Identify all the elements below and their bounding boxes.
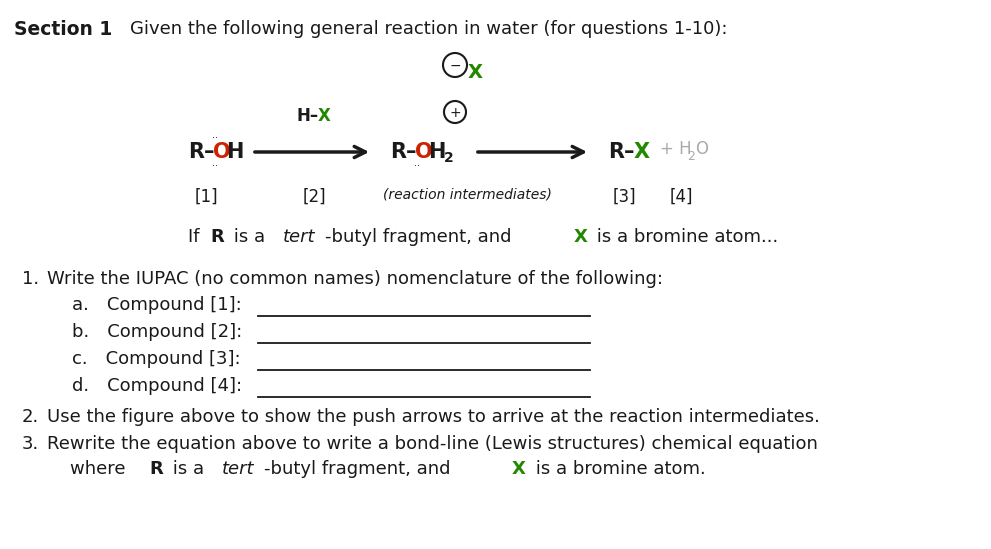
- Text: H: H: [428, 142, 445, 162]
- Text: ··: ··: [212, 133, 218, 143]
- Text: ··: ··: [212, 161, 218, 171]
- Text: b.  Compound [2]:: b. Compound [2]:: [72, 323, 242, 341]
- Text: is a bromine atom...: is a bromine atom...: [592, 228, 779, 246]
- Text: X: X: [574, 228, 588, 246]
- Text: tert: tert: [283, 228, 316, 246]
- Text: R–: R–: [390, 142, 416, 162]
- Text: +: +: [449, 106, 461, 120]
- Text: O: O: [213, 142, 231, 162]
- Text: Use the figure above to show the push arrows to arrive at the reaction intermedi: Use the figure above to show the push ar…: [47, 408, 820, 426]
- Text: [1]: [1]: [195, 188, 219, 206]
- Text: ··: ··: [414, 161, 420, 171]
- Text: O: O: [695, 140, 708, 158]
- Text: is a: is a: [166, 460, 210, 478]
- Text: R: R: [210, 228, 224, 246]
- Text: X: X: [634, 142, 650, 162]
- Text: (reaction intermediates): (reaction intermediates): [383, 188, 552, 202]
- Text: [2]: [2]: [303, 188, 327, 206]
- Text: Section 1: Section 1: [14, 20, 112, 39]
- Text: is a: is a: [228, 228, 271, 246]
- Text: [4]: [4]: [670, 188, 694, 206]
- Text: Given the following general reaction in water (for questions 1-10):: Given the following general reaction in …: [130, 20, 727, 38]
- Text: H: H: [226, 142, 244, 162]
- Text: + H: + H: [660, 140, 692, 158]
- Text: Rewrite the equation above to write a bond-line (Lewis structures) chemical equa: Rewrite the equation above to write a bo…: [47, 435, 818, 453]
- Text: 1.: 1.: [22, 270, 39, 288]
- Text: 2: 2: [687, 149, 695, 163]
- Text: R–: R–: [188, 142, 214, 162]
- Text: c.  Compound [3]:: c. Compound [3]:: [72, 350, 241, 368]
- Text: is a bromine atom.: is a bromine atom.: [530, 460, 706, 478]
- Text: R: R: [149, 460, 163, 478]
- Text: X: X: [318, 107, 331, 125]
- Text: −: −: [449, 59, 461, 73]
- Text: -butyl fragment, and: -butyl fragment, and: [264, 460, 456, 478]
- Text: H–: H–: [296, 107, 318, 125]
- Text: X: X: [512, 460, 526, 478]
- Text: Write the IUPAC (no common names) nomenclature of the following:: Write the IUPAC (no common names) nomenc…: [47, 270, 663, 288]
- Text: d.  Compound [4]:: d. Compound [4]:: [72, 377, 242, 395]
- Text: -butyl fragment, and: -butyl fragment, and: [325, 228, 517, 246]
- Text: 3.: 3.: [22, 435, 40, 453]
- Text: tert: tert: [222, 460, 255, 478]
- Text: R–: R–: [608, 142, 634, 162]
- Text: a.  Compound [1]:: a. Compound [1]:: [72, 296, 242, 314]
- Text: 2: 2: [444, 151, 454, 165]
- Text: 2.: 2.: [22, 408, 40, 426]
- Text: X: X: [468, 64, 483, 82]
- Text: O: O: [415, 142, 433, 162]
- Text: If: If: [188, 228, 205, 246]
- Text: [3]: [3]: [613, 188, 636, 206]
- Text: where: where: [70, 460, 131, 478]
